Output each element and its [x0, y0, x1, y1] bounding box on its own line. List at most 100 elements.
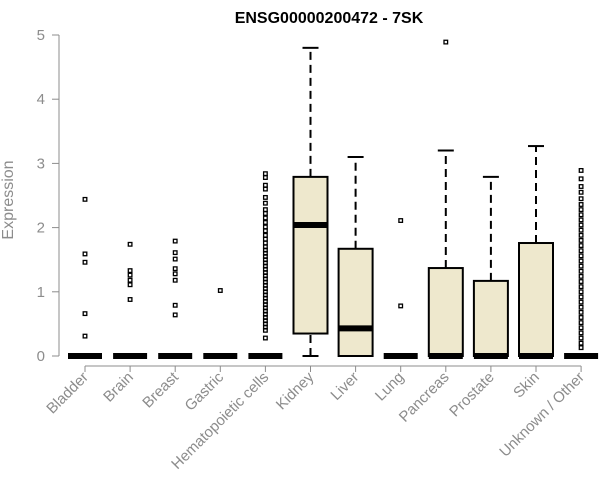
box-iqr: [518, 242, 554, 357]
outlier-point: [82, 333, 88, 339]
y-tick-label: 2: [37, 220, 45, 237]
outlier-point: [578, 258, 584, 264]
outlier-point: [578, 289, 584, 295]
outlier-point: [578, 184, 584, 189]
outlier-point: [578, 325, 584, 331]
outlier-point: [578, 189, 584, 195]
outlier-point: [262, 175, 268, 180]
y-tick-label: 4: [37, 91, 45, 108]
outlier-point: [398, 218, 404, 223]
outlier-point: [82, 251, 88, 257]
box-kidney: [292, 46, 329, 357]
outlier-point: [578, 168, 584, 173]
outlier-point: [578, 315, 584, 320]
outlier-point: [172, 277, 178, 283]
box-pancreas: [427, 39, 464, 359]
x-tick-label: Bladder: [43, 369, 92, 418]
outlier-point: [172, 250, 178, 256]
outlier-point: [262, 211, 268, 216]
box-breast: [158, 238, 193, 359]
outlier-point: [127, 268, 133, 274]
outlier-point: [262, 200, 268, 206]
chart-title: ENSG00000200472 - 7SK: [235, 10, 424, 27]
outlier-point: [578, 284, 584, 290]
outlier-point: [578, 273, 584, 279]
outlier-point: [578, 176, 584, 182]
outlier-point: [127, 272, 133, 278]
x-tick-label: Skin: [510, 369, 543, 402]
outlier-point: [578, 340, 584, 346]
outlier-point: [578, 217, 584, 223]
box-series: [68, 39, 599, 359]
x-tick-label: Liver: [327, 369, 362, 404]
x-tick-label: Prostate: [446, 369, 498, 421]
outlier-point: [578, 294, 584, 300]
outlier-point: [578, 309, 584, 315]
outlier-point: [578, 320, 584, 326]
outlier-point: [578, 299, 584, 305]
outlier-point: [82, 311, 88, 317]
outlier-point: [443, 39, 449, 45]
x-tick-label: Pancreas: [396, 369, 453, 426]
outlier-point: [127, 241, 133, 247]
outlier-point: [578, 227, 584, 233]
box-bladder: [68, 196, 102, 359]
outlier-point: [262, 194, 268, 200]
outlier-point: [82, 259, 88, 265]
outlier-point: [578, 248, 584, 254]
y-tick-label: 1: [37, 284, 45, 301]
outlier-point: [262, 335, 268, 341]
outlier-point: [217, 288, 223, 293]
y-axis-label: Expression: [0, 160, 17, 239]
outlier-point: [578, 202, 584, 207]
box-hematopoietic-cells: [248, 171, 283, 359]
outlier-point: [127, 282, 133, 288]
box-prostate: [472, 175, 509, 359]
box-gastric: [203, 288, 238, 359]
box-unknown-other: [564, 168, 599, 359]
outlier-point: [172, 256, 178, 262]
outlier-point: [578, 212, 584, 218]
outlier-point: [127, 277, 133, 283]
box-iqr: [427, 267, 464, 357]
outlier-point: [578, 263, 584, 269]
outlier-point: [578, 304, 584, 310]
outlier-point: [262, 240, 268, 246]
outlier-point: [172, 312, 178, 318]
outlier-point: [262, 207, 268, 213]
outlier-point: [262, 186, 268, 192]
outlier-point: [82, 196, 88, 202]
y-tick-label: 0: [37, 348, 45, 365]
x-tick-label: Breast: [139, 368, 182, 411]
outlier-point: [172, 266, 178, 272]
outlier-point: [127, 297, 133, 302]
outlier-point: [578, 243, 584, 249]
outlier-point: [262, 232, 268, 238]
x-tick-label: Unknown / Other: [496, 369, 588, 461]
outlier-point: [262, 224, 268, 230]
outlier-point: [262, 182, 268, 188]
box-iqr: [472, 279, 509, 357]
outlier-point: [172, 302, 178, 308]
x-tick-label: Brain: [100, 369, 137, 406]
outlier-point: [578, 222, 584, 228]
y-axis: 0 1 2 3 4 5: [37, 27, 60, 365]
box-iqr: [292, 175, 329, 335]
outlier-point: [262, 327, 268, 333]
box-lung: [383, 218, 418, 359]
outlier-point: [172, 238, 178, 244]
outlier-point: [578, 253, 584, 259]
box-liver: [337, 155, 374, 357]
y-tick-label: 5: [37, 27, 45, 44]
outlier-point: [398, 303, 404, 309]
outlier-point: [578, 279, 584, 284]
box-iqr: [337, 247, 374, 357]
outlier-point: [578, 232, 584, 238]
outlier-point: [172, 271, 178, 277]
box-skin: [518, 145, 554, 359]
x-tick-label: Lung: [372, 369, 408, 405]
outlier-point: [262, 215, 268, 221]
outlier-point: [578, 335, 584, 341]
